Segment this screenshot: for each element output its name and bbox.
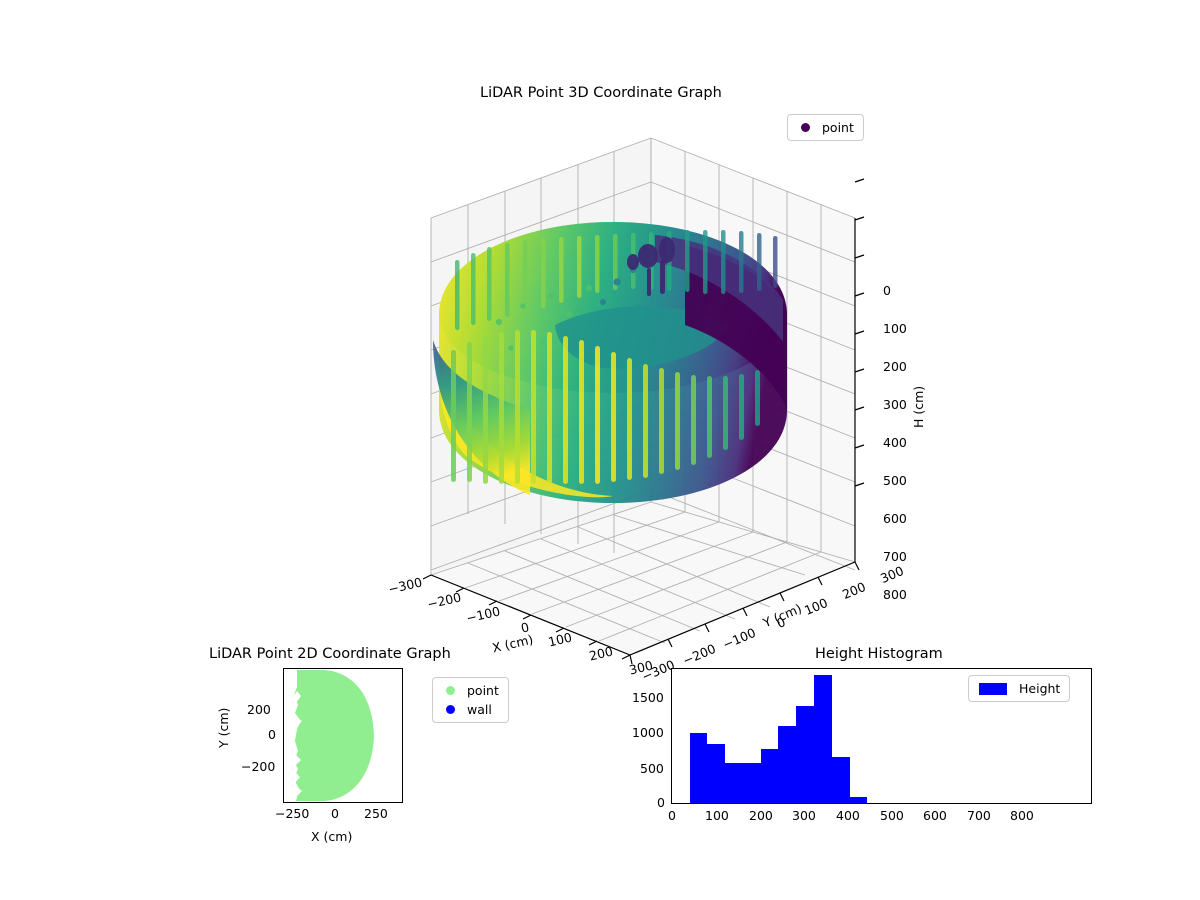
histogram-bar — [778, 725, 797, 803]
histogram-bar — [849, 796, 868, 803]
histogram-xtick-400: 400 — [836, 808, 860, 823]
histogram-bar — [760, 749, 779, 803]
plot2d-axes[interactable] — [283, 668, 403, 803]
histogram-bar — [814, 674, 832, 803]
wall-marker-icon — [446, 705, 455, 714]
legend-item-point: point — [442, 683, 499, 698]
plot3d-ztick-600: 600 — [883, 511, 907, 526]
histogram-legend[interactable]: Height — [968, 675, 1071, 702]
plot3d-ztick-200: 200 — [883, 359, 907, 374]
plot2d-legend[interactable]: point wall — [432, 677, 509, 723]
histogram-xtick-100: 100 — [705, 808, 729, 823]
plot3d-ztick-100: 100 — [883, 321, 907, 336]
plot2d-xtick-0: 0 — [331, 806, 339, 821]
plot3d-ztick-300: 300 — [883, 397, 907, 412]
plot3d-axes: 0 100 200 300 400 500 600 700 800 H (cm)… — [355, 110, 926, 684]
legend-item-point: point — [797, 120, 854, 135]
legend-label-wall: wall — [467, 702, 492, 717]
plot3d-ztick-800: 800 — [883, 587, 907, 602]
histogram-ytick-1000: 1000 — [632, 725, 664, 740]
point-cloud-gaps — [292, 691, 302, 797]
plot2d-xtick-250: 250 — [364, 806, 388, 821]
plot3d-ztick-700: 700 — [883, 549, 907, 564]
plot2d-ytick-200: 200 — [247, 702, 271, 717]
plot3d-legend[interactable]: point — [787, 114, 864, 141]
plot3d-title: LiDAR Point 3D Coordinate Graph — [480, 85, 722, 101]
histogram-title: Height Histogram — [815, 646, 943, 662]
histogram-bar — [742, 763, 761, 803]
legend-item-height: Height — [978, 681, 1060, 696]
plot2d-ytick--200: −200 — [241, 759, 276, 774]
histogram-bar — [707, 744, 726, 803]
plot3d-canvas — [422, 137, 865, 665]
point-cloud-2d — [294, 670, 374, 801]
plot3d-ztick-500: 500 — [883, 473, 907, 488]
histogram-bar — [831, 757, 850, 803]
plot2d-ytick-0: 0 — [268, 727, 276, 742]
histogram-bar — [725, 763, 743, 803]
plot3d-zaxis-label: H (cm) — [911, 385, 926, 428]
histogram-bar — [796, 705, 815, 803]
histogram-xtick-0: 0 — [668, 808, 676, 823]
histogram-xtick-500: 500 — [880, 808, 904, 823]
plot3d-ztick-0: 0 — [883, 283, 891, 298]
histogram-bars — [672, 669, 1091, 803]
plot2d-xtick--250: −250 — [275, 806, 310, 821]
histogram-ytick-500: 500 — [640, 761, 664, 776]
plot3d-ztick-400: 400 — [883, 435, 907, 450]
plot2d-yaxis-label: Y (cm) — [216, 707, 231, 748]
histogram-xtick-200: 200 — [749, 808, 773, 823]
histogram-xtick-600: 600 — [923, 808, 947, 823]
legend-item-wall: wall — [442, 702, 499, 717]
plot2d-xaxis-label: X (cm) — [311, 829, 353, 844]
histogram-ytick-0: 0 — [657, 795, 665, 810]
legend-label-point: point — [467, 683, 499, 698]
histogram-bar — [689, 732, 708, 803]
height-bar-swatch-icon — [979, 682, 1007, 695]
histogram-xtick-800: 800 — [1010, 808, 1034, 823]
plot3d-point-cloud — [433, 222, 787, 503]
histogram-xtick-700: 700 — [967, 808, 991, 823]
point-marker-icon — [801, 123, 810, 132]
legend-label-point: point — [822, 120, 854, 135]
plot2d-title: LiDAR Point 2D Coordinate Graph — [209, 646, 451, 662]
legend-label-height: Height — [1019, 681, 1061, 696]
point-marker-icon — [446, 686, 455, 695]
plot3d-axis-spines — [422, 178, 865, 665]
histogram-ytick-1500: 1500 — [632, 690, 664, 705]
plot2d-canvas — [292, 670, 374, 801]
histogram-xtick-300: 300 — [792, 808, 816, 823]
plot3d-ytick-300: 300 — [878, 562, 906, 587]
